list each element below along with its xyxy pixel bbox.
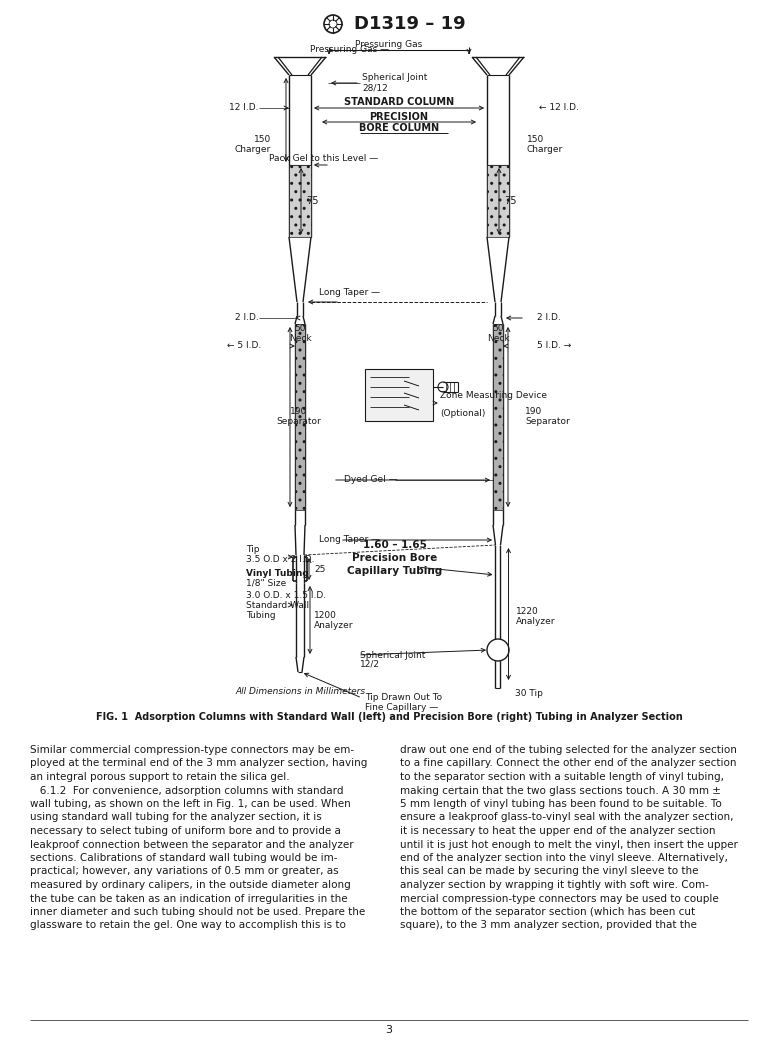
Text: until it is just hot enough to melt the vinyl, then insert the upper: until it is just hot enough to melt the … <box>400 839 738 849</box>
Text: measured by ordinary calipers, in the outside diameter along: measured by ordinary calipers, in the ou… <box>30 880 351 890</box>
Text: Pressuring Gas —: Pressuring Gas — <box>310 45 389 53</box>
Text: inner diameter and such tubing should not be used. Prepare the: inner diameter and such tubing should no… <box>30 907 365 917</box>
Text: Separator: Separator <box>277 417 321 427</box>
Text: Separator: Separator <box>525 417 569 427</box>
Text: 150: 150 <box>527 135 545 145</box>
Text: 30 Tip: 30 Tip <box>516 688 543 697</box>
Bar <box>295 324 305 510</box>
Text: BORE COLUMN: BORE COLUMN <box>359 123 439 133</box>
Text: mercial compression-type connectors may be used to couple: mercial compression-type connectors may … <box>400 893 719 904</box>
Text: the bottom of the separator section (which has been cut: the bottom of the separator section (whi… <box>400 907 695 917</box>
Text: FIG. 1  Adsorption Columns with Standard Wall (left) and Precision Bore (right) : FIG. 1 Adsorption Columns with Standard … <box>96 712 682 722</box>
Text: 25: 25 <box>314 564 325 574</box>
Text: 2 I.D.: 2 I.D. <box>537 313 561 323</box>
Text: 2 I.D.: 2 I.D. <box>235 313 259 323</box>
Text: 190: 190 <box>290 407 307 416</box>
Text: to the separator section with a suitable length of vinyl tubing,: to the separator section with a suitable… <box>400 772 724 782</box>
Text: 1200: 1200 <box>314 610 337 619</box>
Text: Tubing: Tubing <box>246 610 275 619</box>
Text: ← 12 I.D.: ← 12 I.D. <box>539 103 579 112</box>
Bar <box>365 369 433 421</box>
Text: Zone Measuring Device: Zone Measuring Device <box>440 391 547 400</box>
Text: Vinyl Tubing: Vinyl Tubing <box>246 568 309 578</box>
Text: 1/8" Size: 1/8" Size <box>246 579 286 587</box>
Text: 6.1.2  For convenience, adsorption columns with standard: 6.1.2 For convenience, adsorption column… <box>30 786 344 795</box>
Text: Spherical Joint: Spherical Joint <box>362 74 427 82</box>
Text: draw out one end of the tubing selected for the analyzer section: draw out one end of the tubing selected … <box>400 745 737 755</box>
Bar <box>289 166 311 237</box>
Text: Precision Bore: Precision Bore <box>352 553 437 563</box>
Text: it is necessary to heat the upper end of the analyzer section: it is necessary to heat the upper end of… <box>400 826 716 836</box>
Text: Tip Drawn Out To: Tip Drawn Out To <box>365 693 442 702</box>
Text: Charger: Charger <box>235 145 271 153</box>
Text: 1220: 1220 <box>516 607 538 615</box>
Text: end of the analyzer section into the vinyl sleeve. Alternatively,: end of the analyzer section into the vin… <box>400 853 728 863</box>
Text: Tip: Tip <box>246 545 260 555</box>
Text: wall tubing, as shown on the left in Fig. 1, can be used. When: wall tubing, as shown on the left in Fig… <box>30 799 351 809</box>
Text: Long Taper —: Long Taper — <box>319 535 380 544</box>
Text: 5 mm length of vinyl tubing has been found to be suitable. To: 5 mm length of vinyl tubing has been fou… <box>400 799 722 809</box>
Text: 3.0 O.D. x 1.5 I.D.: 3.0 O.D. x 1.5 I.D. <box>246 590 326 600</box>
Text: the tube can be taken as an indication of irregularities in the: the tube can be taken as an indication o… <box>30 893 348 904</box>
Text: Charger: Charger <box>527 145 563 153</box>
Text: Pressuring Gas: Pressuring Gas <box>356 40 422 49</box>
Text: Neck: Neck <box>289 334 311 342</box>
Text: Capillary Tubing: Capillary Tubing <box>347 566 443 576</box>
Text: 50: 50 <box>492 324 503 333</box>
Text: 190: 190 <box>525 407 542 416</box>
Text: 3.5 O.D x 2 I.D.: 3.5 O.D x 2 I.D. <box>246 556 314 564</box>
Text: 3: 3 <box>386 1025 392 1035</box>
Text: Spherical Joint: Spherical Joint <box>360 651 426 660</box>
Bar <box>493 324 503 510</box>
Text: (Optional): (Optional) <box>440 409 485 418</box>
Text: Long Taper —: Long Taper — <box>319 288 380 297</box>
Text: PRECISION: PRECISION <box>370 112 429 122</box>
Text: 5 I.D. →: 5 I.D. → <box>537 341 571 351</box>
Text: Dyed Gel —: Dyed Gel — <box>345 476 398 484</box>
Text: 12/2: 12/2 <box>360 660 380 668</box>
Text: 150: 150 <box>254 135 271 145</box>
Text: D1319 – 19: D1319 – 19 <box>354 15 466 33</box>
Text: necessary to select tubing of uniform bore and to provide a: necessary to select tubing of uniform bo… <box>30 826 341 836</box>
Text: 75: 75 <box>504 196 517 206</box>
Text: 50: 50 <box>294 324 306 333</box>
Text: square), to the 3 mm analyzer section, provided that the: square), to the 3 mm analyzer section, p… <box>400 920 697 931</box>
Text: Standard Wall: Standard Wall <box>246 601 309 609</box>
Text: this seal can be made by securing the vinyl sleeve to the: this seal can be made by securing the vi… <box>400 866 699 877</box>
Text: practical; however, any variations of 0.5 mm or greater, as: practical; however, any variations of 0.… <box>30 866 338 877</box>
Text: making certain that the two glass sections touch. A 30 mm ±: making certain that the two glass sectio… <box>400 786 721 795</box>
Text: Fine Capillary —: Fine Capillary — <box>365 703 438 712</box>
Text: Pack Gel to this Level —: Pack Gel to this Level — <box>268 154 378 163</box>
Text: ensure a leakproof glass-to-vinyl seal with the analyzer section,: ensure a leakproof glass-to-vinyl seal w… <box>400 812 734 822</box>
Text: an integral porous support to retain the silica gel.: an integral porous support to retain the… <box>30 772 289 782</box>
Text: leakproof connection between the separator and the analyzer: leakproof connection between the separat… <box>30 839 354 849</box>
Text: using standard wall tubing for the analyzer section, it is: using standard wall tubing for the analy… <box>30 812 322 822</box>
Text: STANDARD COLUMN: STANDARD COLUMN <box>344 97 454 107</box>
Text: Neck: Neck <box>487 334 510 342</box>
Text: sections. Calibrations of standard wall tubing would be im-: sections. Calibrations of standard wall … <box>30 853 338 863</box>
Circle shape <box>487 639 509 661</box>
Text: glassware to retain the gel. One way to accomplish this is to: glassware to retain the gel. One way to … <box>30 920 346 931</box>
Text: analyzer section by wrapping it tightly with soft wire. Com-: analyzer section by wrapping it tightly … <box>400 880 709 890</box>
Text: 28/12: 28/12 <box>362 83 387 93</box>
Text: 75: 75 <box>306 196 318 206</box>
Text: Analyzer: Analyzer <box>314 620 353 630</box>
Text: ← 5 I.D.: ← 5 I.D. <box>226 341 261 351</box>
Text: to a fine capillary. Connect the other end of the analyzer section: to a fine capillary. Connect the other e… <box>400 759 737 768</box>
Text: All Dimensions in Millimeters: All Dimensions in Millimeters <box>235 687 365 696</box>
Text: Similar commercial compression-type connectors may be em-: Similar commercial compression-type conn… <box>30 745 354 755</box>
Text: Analyzer: Analyzer <box>516 616 555 626</box>
Text: 12 I.D.: 12 I.D. <box>230 103 259 112</box>
Text: ployed at the terminal end of the 3 mm analyzer section, having: ployed at the terminal end of the 3 mm a… <box>30 759 367 768</box>
Bar <box>487 166 509 237</box>
Text: 1.60 – 1.65: 1.60 – 1.65 <box>363 540 427 550</box>
